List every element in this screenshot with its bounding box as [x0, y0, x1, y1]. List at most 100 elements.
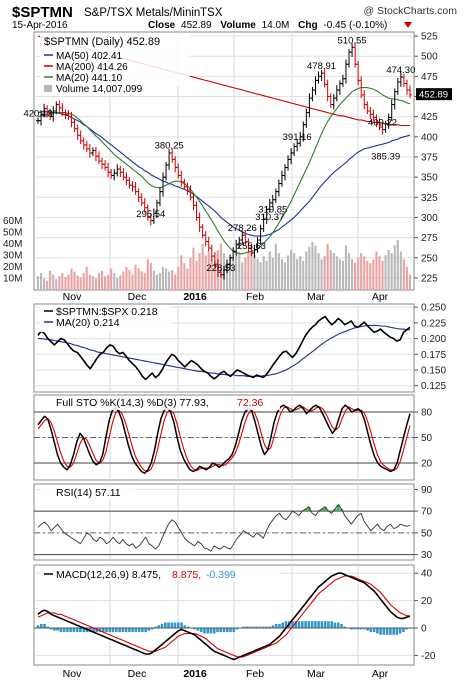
macd-hist-bar	[216, 628, 219, 633]
volume-bar	[46, 280, 49, 290]
volume-legend: Volume 14,007,099	[56, 84, 143, 95]
volume-bar	[52, 274, 55, 290]
macd-hist-bar	[340, 623, 343, 628]
volume-bar	[36, 276, 39, 290]
macd-panel: -20 0 20 40 MACD(12,26,9) 8.475, 8.875, -0.399…	[33, 564, 436, 680]
x-axis-label: Mar	[307, 291, 326, 303]
macd-x-axis-label: Nov	[63, 668, 82, 680]
volume-bar	[49, 270, 52, 290]
volume-bar	[408, 274, 411, 290]
macd-hist-bar	[369, 628, 373, 633]
macd-hist-bar	[405, 628, 408, 630]
volume-bar	[296, 259, 299, 290]
macd-hist-bar	[118, 628, 121, 633]
macd-hist-bar	[310, 621, 314, 628]
close-label: Close	[148, 20, 176, 31]
volume-bar	[283, 262, 286, 290]
macd-hist-bar	[271, 625, 275, 628]
price-annotation: 228.53	[206, 263, 235, 274]
volume-bar	[366, 260, 369, 290]
volume-bar	[247, 253, 250, 290]
volume-bar	[235, 256, 238, 290]
rsi-panel: 30 50 70 90 RSI(14) 57.11	[33, 483, 433, 561]
macd-x-axis-label: 2016	[183, 668, 207, 680]
macd-hist-bar	[376, 628, 379, 634]
volume-bar	[277, 253, 280, 290]
macd-hist-bar	[261, 626, 265, 628]
ratio-panel: 0.125 0.150 0.175 0.200 0.225 0.250 $SPTMN:$SP…	[33, 303, 446, 393]
macd-x-axis-label: Feb	[246, 668, 264, 680]
macd-hist-bar	[82, 628, 85, 633]
volume-bar	[116, 277, 119, 290]
macd-hist-bar	[105, 628, 108, 633]
price-tick-label: 525	[421, 32, 438, 43]
macd-hist-bar	[336, 622, 340, 628]
volume-bar	[195, 260, 198, 290]
volume-bar	[387, 250, 390, 290]
macd-hist-bar	[59, 628, 63, 633]
volume-bar	[149, 263, 152, 290]
ratio-tick-label: 0.200	[421, 334, 446, 345]
macd-hist-bar	[222, 628, 226, 633]
ratio-line	[37, 315, 411, 381]
volume-bar	[91, 276, 94, 290]
volume-bar	[256, 259, 259, 290]
ma20-line	[37, 87, 411, 255]
macd-hist-bar	[330, 621, 333, 628]
macd-hist-bar	[258, 626, 262, 628]
macd-hist-bar	[196, 628, 200, 631]
macd-hist-bar	[301, 621, 304, 628]
macd-hist-bar	[372, 628, 376, 633]
macd-hist-legend: -0.399	[206, 569, 236, 581]
volume-legend-swatch	[44, 85, 52, 92]
macd-hist-bar	[232, 628, 236, 633]
volume-bar	[207, 251, 210, 290]
sto-d-legend: 72.36	[237, 397, 263, 409]
macd-hist-bar	[363, 628, 366, 630]
price-tick-label: 300	[421, 213, 438, 224]
ratio-tick-label: 0.125	[421, 381, 446, 392]
macd-hist-bar	[320, 621, 324, 628]
volume-bar	[137, 268, 140, 290]
rsi-tick-label: 50	[421, 528, 433, 539]
price-tick-label: 325	[421, 193, 438, 204]
volume-tick-label: 50M	[3, 228, 22, 239]
rsi-overbought-fill	[320, 509, 324, 512]
volume-bar	[253, 254, 256, 290]
sto-tick-label: 80	[421, 408, 433, 419]
macd-hist-bar	[278, 623, 281, 628]
volume-bar	[180, 255, 183, 290]
macd-x-axis-label: Apr	[372, 668, 389, 680]
volume-bar	[171, 270, 174, 290]
macd-hist-bar	[92, 628, 95, 633]
volume-bar	[70, 268, 73, 290]
volume-bar	[131, 274, 134, 290]
price-legend-title: $SPTMN (Daily) 452.89	[44, 36, 160, 48]
svg-text:Close 452.89 Volum: Close 452.89 Volume 14.0M Chg -0.45 (-0.…	[148, 20, 387, 31]
volume-label: Volume	[220, 20, 256, 31]
macd-tick-label: 0	[421, 624, 427, 635]
exchange-label: TSX	[200, 7, 223, 19]
macd-hist-bar	[281, 622, 284, 628]
macd-hist-bar	[327, 621, 330, 628]
macd-hist-bar	[343, 626, 346, 628]
volume-bar	[183, 263, 186, 290]
sto-legend-bg	[40, 396, 280, 410]
last-price-tag-label: 452.89	[419, 90, 448, 101]
volume-bar	[210, 259, 213, 290]
macd-tick-label: 40	[421, 569, 433, 580]
volume-bar	[204, 255, 207, 290]
volume-bar	[229, 257, 232, 290]
volume-bar	[287, 255, 290, 290]
ma50-legend: MA(50) 402.41	[56, 51, 123, 62]
price-annotation: 319.85	[258, 204, 287, 215]
sto-legend: Full STO %K(14,3) %D(3) 77.93,	[56, 397, 209, 409]
macd-hist-bar	[379, 628, 382, 635]
macd-hist-bar	[177, 622, 180, 628]
macd-hist-bar	[294, 621, 298, 628]
macd-hist-bar	[359, 628, 363, 630]
macd-hist-bar	[226, 628, 229, 633]
volume-bar	[311, 242, 314, 290]
volume-bar	[201, 243, 204, 290]
